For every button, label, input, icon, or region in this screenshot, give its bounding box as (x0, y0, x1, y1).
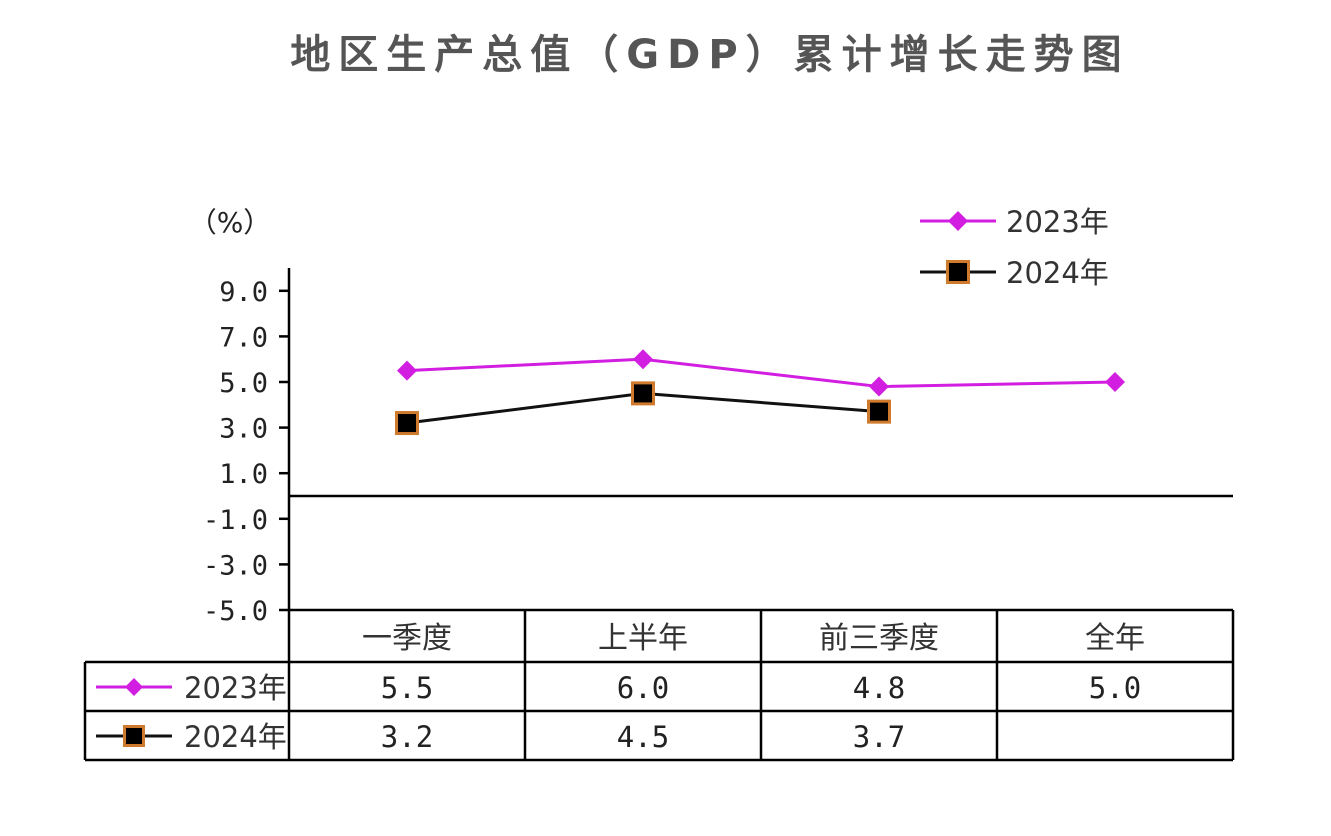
table-legend-marker-2023 (125, 678, 143, 696)
y-axis-unit-label: （%） (189, 206, 272, 239)
table-value-cell: 4.5 (617, 720, 669, 754)
data-point-2024 (631, 381, 655, 406)
y-tick-label: -1.0 (203, 505, 268, 536)
x-category-label: 一季度 (362, 621, 452, 656)
table-legend-marker-2024 (123, 725, 145, 747)
data-point-2024 (395, 411, 419, 436)
table-value-cell: 3.7 (853, 720, 905, 754)
y-tick-label: 9.0 (219, 277, 268, 308)
table-value-cell: 5.5 (381, 671, 433, 705)
x-category-label: 全年 (1085, 621, 1145, 656)
legend-label-2024: 2024年 (1006, 256, 1109, 290)
table-row-label-2023: 2023年 (184, 671, 287, 705)
y-tick-label: 7.0 (219, 322, 268, 353)
legend-marker-2024 (946, 260, 970, 284)
data-point-2023 (633, 349, 653, 370)
y-axis-ticks: 9.0 7.0 5.0 3.0 1.0 -1.0 -3.0 -5.0 (203, 277, 289, 627)
data-point-2024 (867, 399, 891, 424)
legend-label-2023: 2023年 (1006, 205, 1109, 239)
chart-axes (287, 268, 1233, 760)
data-point-2023 (1105, 372, 1125, 392)
y-tick-label: 5.0 (219, 368, 268, 399)
series-markers (395, 349, 1125, 436)
table-value-cell: 3.2 (381, 720, 433, 754)
y-tick-label: 1.0 (219, 459, 268, 490)
x-category-label: 前三季度 (819, 621, 939, 656)
y-tick-label: -3.0 (203, 550, 268, 581)
table-value-cell: 6.0 (617, 671, 669, 705)
y-tick-label: -5.0 (203, 596, 268, 627)
chart-title: 地区生产总值（GDP）累计增长走势图 (290, 32, 1129, 78)
table-value-cell: 5.0 (1089, 671, 1141, 705)
legend: 2023年 2024年 (920, 205, 1109, 290)
data-point-2023 (869, 376, 889, 397)
y-tick-label: 3.0 (219, 414, 268, 445)
x-category-label: 上半年 (598, 621, 688, 656)
legend-marker-2023 (948, 211, 968, 231)
data-table: 一季度 上半年 前三季度 全年 2023年 5.5 6.0 4.8 5.0 2024年 3.2 4.5… (83, 608, 1235, 762)
table-row-label-2024: 2024年 (184, 720, 287, 754)
series-line-2023 (406, 357, 1116, 389)
table-value-cell: 4.8 (853, 671, 905, 705)
data-point-2023 (397, 360, 417, 381)
series-lines (406, 357, 1116, 425)
